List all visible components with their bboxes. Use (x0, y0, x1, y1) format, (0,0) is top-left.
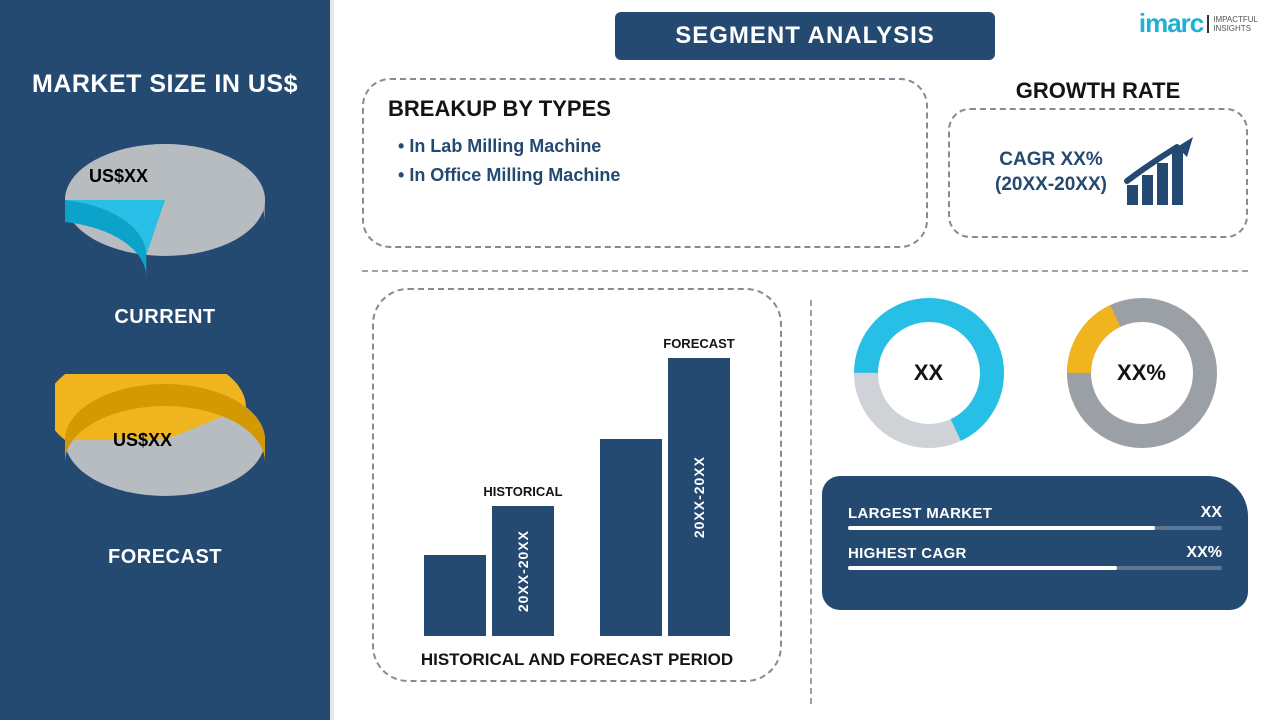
donut-right-value: XX% (1067, 298, 1217, 448)
info-bar (848, 526, 1222, 530)
info-bar-fill (848, 526, 1155, 530)
chart-bar: FORECAST20XX-20XX (668, 358, 730, 636)
info-row: HIGHEST CAGR XX% (848, 544, 1222, 562)
bar-label-inside: 20XX-20XX (691, 456, 707, 538)
breakup-title: BREAKUP BY TYPES (388, 96, 902, 122)
info-card: LARGEST MARKET XX HIGHEST CAGR XX% (822, 476, 1248, 610)
pie-forecast-block: US$XX FORECAST (55, 374, 275, 569)
bar-label-above: FORECAST (663, 336, 735, 351)
donut-left: XX (854, 298, 1004, 448)
info-label: HIGHEST CAGR (848, 545, 967, 562)
brand-logo: imarc IMPACTFUL INSIGHTS (1139, 8, 1258, 39)
donut-left-value: XX (854, 298, 1004, 448)
info-value: XX (1201, 504, 1222, 522)
growth-title: GROWTH RATE (1016, 78, 1181, 104)
breakup-item: In Office Milling Machine (398, 161, 902, 190)
growth-cagr: CAGR XX% (20XX-20XX) (995, 148, 1107, 197)
donut-right: XX% (1067, 298, 1217, 448)
pie-current: US$XX (55, 134, 275, 284)
historical-chart-title: HISTORICAL AND FORECAST PERIOD (421, 650, 733, 670)
brand-name: imarc (1139, 8, 1203, 39)
divider-vertical (810, 300, 812, 704)
bar-chart: HISTORICAL20XX-20XXFORECAST20XX-20XX (398, 310, 756, 636)
pie-current-block: US$XX CURRENT (55, 134, 275, 329)
pie-forecast-value: US$XX (113, 430, 172, 451)
brand-tagline: IMPACTFUL INSIGHTS (1207, 15, 1258, 33)
chart-bar: HISTORICAL20XX-20XX (492, 506, 554, 637)
growth-icon (1121, 133, 1201, 213)
pie-current-label: CURRENT (114, 306, 215, 329)
sidebar-title: MARKET SIZE IN US$ (32, 70, 298, 99)
info-label: LARGEST MARKET (848, 505, 992, 522)
breakup-item: In Lab Milling Machine (398, 132, 902, 161)
donut-row: XX XX% (822, 298, 1248, 448)
root: MARKET SIZE IN US$ US$XX CURRENT US$XX F… (0, 0, 1280, 720)
bar-label-inside: 20XX-20XX (515, 530, 531, 612)
right-column: XX XX% LARGEST MARKET XX HIGHEST CAGR XX% (812, 288, 1248, 682)
main: imarc IMPACTFUL INSIGHTS SEGMENT ANALYSI… (330, 0, 1280, 720)
breakup-panel: BREAKUP BY TYPES In Lab Milling MachineI… (362, 78, 928, 248)
growth-panel: GROWTH RATE CAGR XX% (20XX-20XX) (948, 78, 1248, 248)
pie-current-value: US$XX (89, 166, 148, 187)
info-value: XX% (1186, 544, 1222, 562)
chart-bar (424, 555, 486, 636)
info-bar (848, 566, 1222, 570)
breakup-list: In Lab Milling MachineIn Office Milling … (388, 132, 902, 190)
historical-chart-panel: HISTORICAL20XX-20XXFORECAST20XX-20XX HIS… (372, 288, 782, 682)
info-row: LARGEST MARKET XX (848, 504, 1222, 522)
sidebar: MARKET SIZE IN US$ US$XX CURRENT US$XX F… (0, 0, 330, 720)
info-bar-fill (848, 566, 1117, 570)
growth-box: CAGR XX% (20XX-20XX) (948, 108, 1248, 238)
page-title: SEGMENT ANALYSIS (615, 12, 995, 60)
row-bottom: HISTORICAL20XX-20XXFORECAST20XX-20XX HIS… (350, 272, 1260, 682)
bar-label-above: HISTORICAL (483, 484, 562, 499)
chart-bar (600, 439, 662, 636)
pie-forecast-label: FORECAST (108, 546, 222, 569)
pie-forecast: US$XX (55, 374, 275, 524)
row-top: BREAKUP BY TYPES In Lab Milling MachineI… (350, 78, 1260, 248)
